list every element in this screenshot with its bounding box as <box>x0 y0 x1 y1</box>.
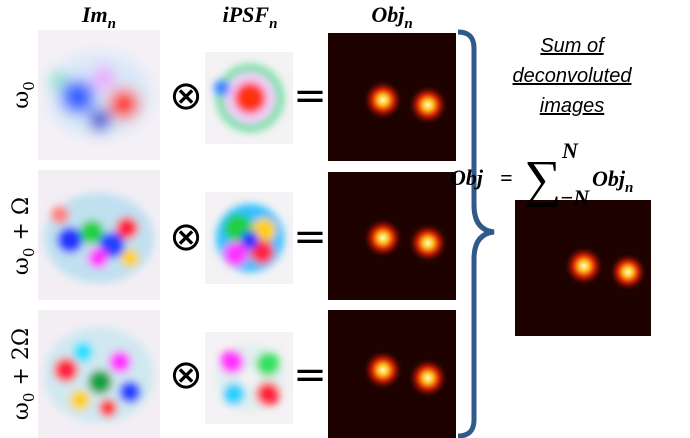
figure: ImniPSFnObjnω0⊗=ω0 + Ω⊗=ω0 + 2Ω⊗=Sum ofd… <box>0 0 690 438</box>
label-sub: n <box>404 16 412 32</box>
operator: ⊗ <box>169 214 203 260</box>
obj-image <box>328 172 456 300</box>
label: Objn <box>371 2 412 32</box>
caption-line: images <box>540 95 604 117</box>
label-sub: 0 <box>20 248 38 258</box>
formula-equals: = <box>500 165 513 190</box>
operator: ⊗ <box>169 73 203 119</box>
ipsf-image <box>205 332 293 424</box>
label-sub: 0 <box>20 393 38 403</box>
label-tail: + Ω <box>9 197 34 248</box>
operator: = <box>293 214 327 260</box>
label-sub: n <box>625 180 633 196</box>
label: Imn <box>81 2 116 32</box>
operator: = <box>293 73 327 119</box>
label-base: Obj <box>592 166 626 191</box>
im-image <box>38 170 160 300</box>
label-base: Im <box>81 2 108 27</box>
label-base: ω <box>9 257 34 275</box>
label: ω0 <box>9 81 38 109</box>
operator: = <box>293 352 327 398</box>
ipsf-image <box>205 192 293 284</box>
label: ω0 + Ω <box>9 197 38 275</box>
im-image <box>38 30 160 160</box>
formula-upper: N <box>561 138 579 163</box>
label-base: iPSF <box>223 2 270 27</box>
label-tail: + 2Ω <box>9 328 34 393</box>
obj-image <box>328 310 456 438</box>
label-sub: n <box>269 16 277 32</box>
brace <box>458 32 494 436</box>
label: iPSFn <box>223 2 278 32</box>
label: ω0 + 2Ω <box>9 328 38 420</box>
images <box>38 30 651 438</box>
label-base: Obj <box>371 2 405 27</box>
caption-line: Sum of <box>540 35 606 57</box>
im-image <box>38 310 160 438</box>
ipsf-image <box>205 52 293 144</box>
label-sub: 0 <box>20 81 38 91</box>
label-sub: n <box>108 16 116 32</box>
caption-line: deconvoluted <box>513 65 633 87</box>
label-base: ω <box>9 402 34 420</box>
operator: ⊗ <box>169 352 203 398</box>
formula-lhs: Obj <box>450 165 484 190</box>
formula-lower: −N <box>560 185 590 210</box>
obj-image <box>328 33 456 161</box>
sum-image <box>515 200 651 336</box>
formula-sum: ∑ <box>524 151 561 208</box>
label: Objn <box>592 166 633 196</box>
label-base: ω <box>9 91 34 109</box>
